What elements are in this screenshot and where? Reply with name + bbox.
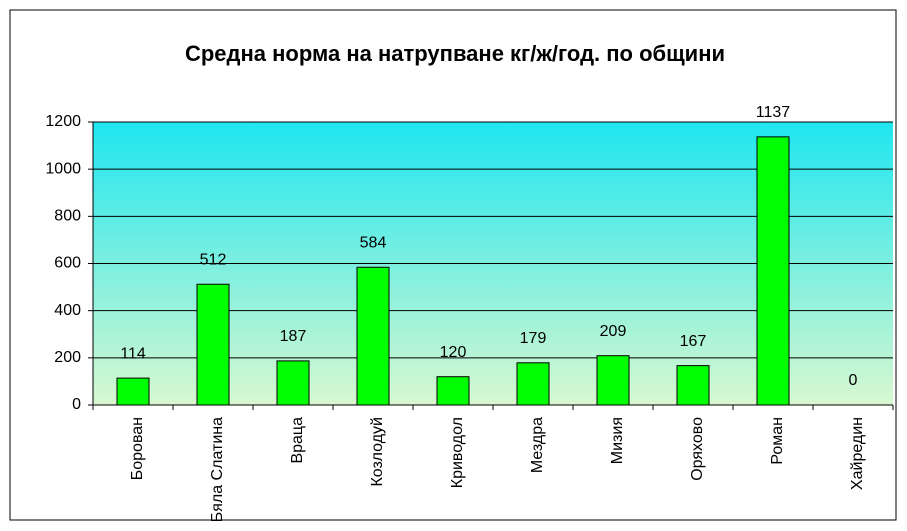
- x-tick-label: Враца: [289, 417, 306, 464]
- bar: [596, 355, 630, 406]
- chart-title: Средна норма на натрупване кг/ж/год. по …: [185, 41, 725, 66]
- x-tick-label: Оряхово: [689, 417, 706, 481]
- bar: [676, 365, 710, 406]
- bar: [436, 376, 470, 406]
- y-tick-label: 1200: [45, 113, 81, 130]
- x-tick-label: Хайредин: [849, 417, 866, 490]
- x-tick-label: Мизия: [609, 417, 626, 464]
- y-tick-label: 600: [54, 255, 81, 272]
- x-tick-label: Роман: [769, 417, 786, 465]
- y-tick-label: 800: [54, 208, 81, 225]
- y-tick-label: 0: [72, 396, 81, 413]
- data-label: 187: [280, 328, 307, 345]
- x-tick-label: Бяла Слатина: [209, 417, 226, 522]
- data-label: 209: [600, 323, 627, 340]
- data-label: 120: [440, 344, 467, 361]
- y-tick-label: 200: [54, 349, 81, 366]
- y-tick-label: 1000: [45, 160, 81, 177]
- data-label: 1137: [756, 104, 791, 121]
- x-tick-label: Козлодуй: [369, 417, 386, 487]
- bar: [116, 377, 150, 406]
- x-tick-label: Мездра: [529, 417, 546, 473]
- x-tick-label: Борован: [129, 417, 146, 480]
- bar: [196, 283, 230, 406]
- data-label: 179: [520, 330, 547, 347]
- bar: [756, 136, 790, 406]
- data-label: 167: [680, 333, 707, 350]
- data-label: 512: [200, 251, 227, 268]
- data-label: 114: [120, 345, 146, 362]
- bar: [276, 360, 310, 406]
- x-tick-label: Криводол: [449, 417, 466, 488]
- bar: [516, 362, 550, 406]
- y-tick-label: 400: [54, 302, 81, 319]
- data-label: 584: [360, 234, 387, 251]
- data-label: 0: [849, 372, 858, 389]
- bar: [356, 266, 390, 406]
